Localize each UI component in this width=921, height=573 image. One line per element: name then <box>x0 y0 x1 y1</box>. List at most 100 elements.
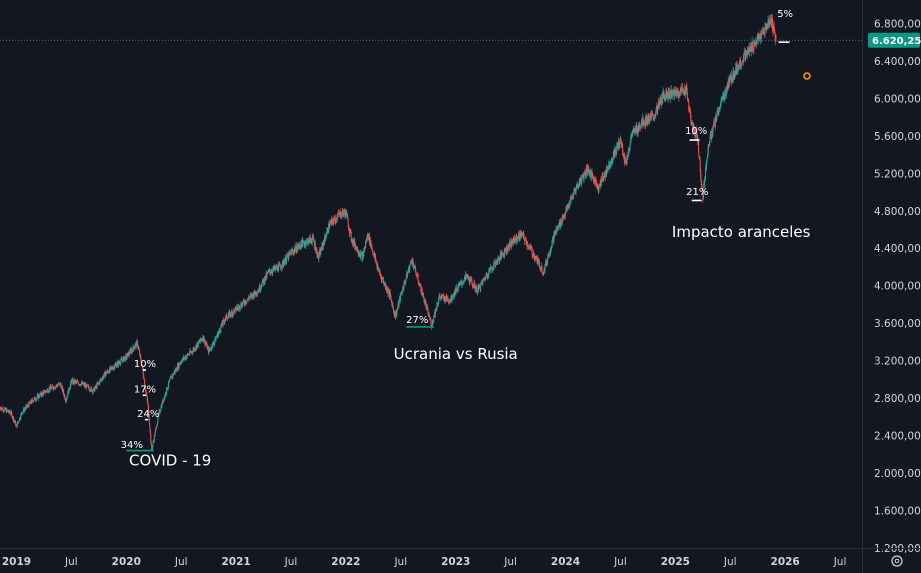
candle-body <box>611 158 613 164</box>
settings-gear-icon[interactable] <box>891 555 903 567</box>
candle-body <box>390 295 392 297</box>
candle-body <box>704 178 706 181</box>
candle-body <box>393 310 395 312</box>
candle-body <box>378 268 380 272</box>
candle-body <box>358 253 360 255</box>
candle-body <box>761 29 763 31</box>
candle-body <box>103 375 105 378</box>
candle-body <box>461 283 463 285</box>
candle-body <box>446 295 448 299</box>
candle-body <box>11 417 13 419</box>
candle-body <box>701 187 703 190</box>
current-price-tag[interactable] <box>868 32 920 48</box>
candle-body <box>122 357 124 362</box>
candle-body <box>136 341 138 346</box>
candle-body <box>364 244 366 248</box>
candle-body <box>144 386 146 390</box>
candle-body <box>236 307 238 310</box>
candle-body <box>395 316 397 319</box>
candle-body <box>622 153 624 156</box>
candle-body <box>471 282 473 286</box>
candle-body <box>614 149 616 156</box>
candle-body <box>752 49 754 51</box>
candle-body <box>164 396 166 397</box>
y-axis[interactable]: 1.200,001.600,002.000,002.400,002.800,00… <box>874 18 921 555</box>
candle-body <box>687 99 689 101</box>
candle-body <box>15 421 17 426</box>
y-tick-label: 1.600,00 <box>874 506 921 518</box>
x-axis[interactable]: 2019 Jul 2020 Jul 2021 Jul 2022 Jul 2023 Jul 2024 J… <box>2 556 847 568</box>
candle-body <box>417 275 419 276</box>
candle-body <box>9 412 11 414</box>
candle-body <box>301 240 303 244</box>
candle-body <box>517 234 519 239</box>
candle-body <box>409 263 411 266</box>
candle-body <box>146 394 148 396</box>
candle-body <box>621 144 623 146</box>
candle-body <box>333 217 335 221</box>
candle-body <box>385 285 387 290</box>
candle-body <box>16 422 18 428</box>
candle-body <box>10 413 12 415</box>
candle-body <box>234 307 236 309</box>
candle-body <box>710 138 712 140</box>
candle-body <box>68 387 70 395</box>
candle-body <box>154 435 156 437</box>
candle-body <box>683 91 685 94</box>
candle-body <box>262 279 264 281</box>
candle-body <box>343 212 345 216</box>
candle-body <box>620 138 622 142</box>
candle-body <box>230 312 232 315</box>
candle-body <box>389 291 391 296</box>
candle-body <box>752 41 754 51</box>
drawdown-label: 27% <box>406 315 428 326</box>
alert-marker-icon[interactable] <box>803 72 811 80</box>
candle-body <box>432 320 434 322</box>
candle-body <box>199 341 201 343</box>
candle-body <box>654 114 656 118</box>
candle-body <box>261 282 263 287</box>
candle-body <box>477 292 479 294</box>
candle-body <box>463 282 465 283</box>
candle-body <box>96 383 98 388</box>
candle-body <box>444 296 446 302</box>
candle-body <box>220 326 222 327</box>
candle-body <box>755 42 757 44</box>
candle-body <box>577 184 579 188</box>
candle-body <box>437 302 439 305</box>
candle-body <box>485 277 487 280</box>
candle-body <box>455 291 457 294</box>
candle-body <box>740 59 742 65</box>
candle-body <box>186 356 188 359</box>
candle-body <box>120 361 122 365</box>
candle-body <box>48 391 50 392</box>
candle-body <box>551 240 553 248</box>
candle-body <box>475 289 477 291</box>
candle-body <box>127 353 129 357</box>
candle-body <box>230 310 232 316</box>
candle-body <box>611 161 613 164</box>
candle-body <box>237 307 239 308</box>
candle-body <box>159 410 161 413</box>
candle-body <box>138 347 140 350</box>
candle-body <box>6 409 8 413</box>
candle-body <box>589 171 591 177</box>
candle-body <box>255 291 257 295</box>
candle-body <box>564 216 566 217</box>
candle-body <box>466 275 468 277</box>
candle-body <box>251 293 253 298</box>
candle-body <box>216 336 218 338</box>
candle-body <box>686 87 688 94</box>
candle-body <box>775 35 777 38</box>
candle-body <box>109 366 111 371</box>
candle-body <box>60 382 62 386</box>
candle-body <box>642 125 644 126</box>
candle-body <box>693 128 695 130</box>
candle-body <box>695 130 697 138</box>
candle-body <box>140 362 142 366</box>
candle-body <box>69 389 71 391</box>
candle-body <box>391 302 393 307</box>
candle-body <box>510 240 512 247</box>
